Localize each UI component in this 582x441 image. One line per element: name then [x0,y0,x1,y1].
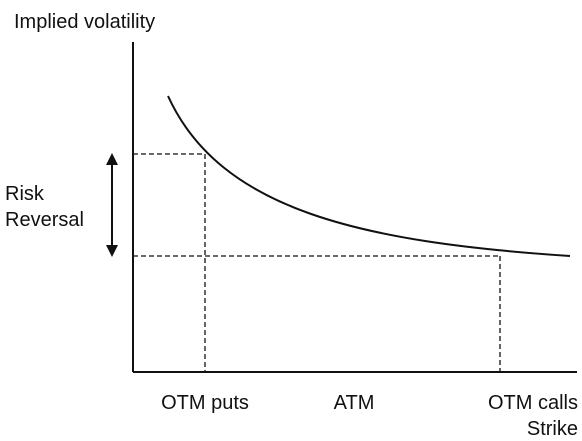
x-tick-label-atm: ATM [334,392,375,414]
risk-reversal-label-line-1: Risk [5,183,45,205]
x-tick-label-otm-puts: OTM puts [161,392,249,414]
risk-reversal-arrowhead-down [106,245,118,257]
risk-reversal-arrowhead-up [106,153,118,165]
y-axis-label: Implied volatility [14,11,155,33]
x-axis-label: Strike [527,418,578,440]
volatility-skew-curve [167,95,571,257]
x-tick-label-otm-calls: OTM calls [488,392,578,414]
risk-reversal-label-line-2: Reversal [5,209,84,231]
